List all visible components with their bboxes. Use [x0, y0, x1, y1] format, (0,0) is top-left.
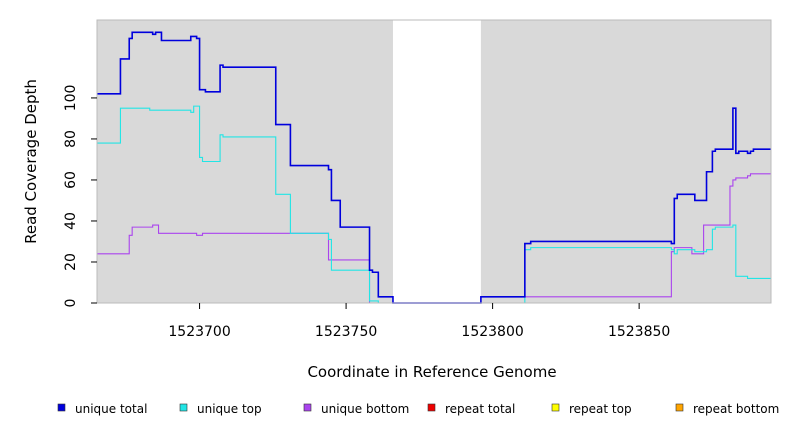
x-tick-label: 1523750: [315, 324, 377, 340]
plot-frame: [96, 19, 772, 304]
series-line-unique-top: [97, 105, 771, 304]
legend: unique total unique top unique bottom repea…: [57, 402, 779, 416]
legend-label-unique-total: unique total: [75, 402, 147, 416]
x-tick-label: 1523800: [461, 324, 523, 340]
series-line-unique-total: [97, 31, 771, 304]
y-tick-label: 0: [63, 299, 79, 308]
legend-label-repeat-total: repeat total: [445, 402, 515, 416]
legend-label-repeat-bottom: repeat bottom: [693, 402, 779, 416]
y-tick-label: 100: [63, 85, 79, 112]
legend-label-unique-bottom: unique bottom: [321, 402, 409, 416]
y-axis: 0 20 40 60 80 100: [63, 85, 97, 308]
legend-label-repeat-top: repeat top: [569, 402, 632, 416]
legend-swatch-repeat-total: [427, 403, 436, 412]
y-tick-label: 80: [63, 130, 79, 148]
y-axis-label: Read Coverage Depth: [22, 79, 40, 244]
x-axis: 1523700 1523750 1523800 1523850: [168, 303, 670, 340]
gap-region: [392, 20, 481, 303]
legend-swatch-repeat-bottom: [675, 403, 684, 412]
x-axis-label: Coordinate in Reference Genome: [307, 363, 556, 381]
legend-swatch-repeat-top: [551, 403, 560, 412]
legend-label-unique-top: unique top: [197, 402, 262, 416]
y-tick-label: 40: [63, 212, 79, 230]
y-tick-label: 60: [63, 171, 79, 189]
legend-swatch-unique-total: [57, 403, 66, 412]
x-tick-label: 1523850: [608, 324, 670, 340]
x-tick-label: 1523700: [168, 324, 230, 340]
legend-swatch-unique-top: [179, 403, 188, 412]
legend-swatch-unique-bottom: [303, 403, 312, 412]
y-tick-label: 20: [63, 253, 79, 271]
